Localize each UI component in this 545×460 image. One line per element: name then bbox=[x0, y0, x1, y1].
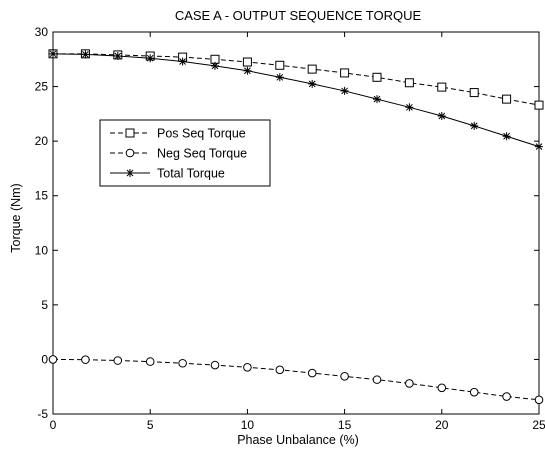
x-tick-label: 15 bbox=[338, 418, 352, 432]
series-1-point bbox=[145, 357, 155, 366]
legend-label-2: Total Torque bbox=[157, 167, 225, 181]
series-2-point bbox=[373, 95, 382, 104]
legend-marker-1 bbox=[125, 148, 135, 158]
series-1-point bbox=[275, 365, 285, 375]
y-axis-label: Torque (Nm) bbox=[9, 183, 23, 252]
series-0-point bbox=[437, 82, 447, 92]
series-2-point bbox=[146, 54, 155, 63]
series-2-point bbox=[243, 66, 252, 75]
series-0-point bbox=[307, 64, 317, 74]
series-0-point bbox=[502, 94, 512, 104]
series-2-point bbox=[437, 112, 446, 121]
series-2-point bbox=[340, 86, 349, 95]
x-tick-label: 5 bbox=[147, 418, 154, 432]
series-0-point bbox=[469, 88, 479, 98]
series-1-point bbox=[340, 372, 349, 381]
x-tick-label: 0 bbox=[50, 418, 57, 432]
series-2-point bbox=[405, 103, 414, 112]
series-2-point bbox=[113, 52, 122, 61]
series-2-point bbox=[178, 57, 187, 66]
series-1-point bbox=[534, 395, 544, 405]
legend-label-1: Neg Seq Torque bbox=[157, 147, 247, 161]
series-1-point bbox=[307, 368, 317, 378]
series-2-point bbox=[275, 73, 284, 82]
series-2-point bbox=[49, 49, 57, 58]
series-0-point bbox=[372, 72, 382, 82]
series-2-point bbox=[210, 61, 219, 70]
series-2-point bbox=[470, 121, 479, 130]
series-1-point bbox=[243, 362, 252, 372]
series-0-point bbox=[534, 100, 544, 110]
series-0-point bbox=[275, 60, 285, 70]
series-2-point bbox=[502, 132, 511, 141]
x-tick-label: 20 bbox=[435, 418, 449, 432]
series-0-point bbox=[242, 57, 252, 67]
series-1-point bbox=[113, 356, 123, 365]
series-1-point bbox=[210, 360, 220, 370]
y-tick-label: 30 bbox=[35, 25, 49, 39]
series-1-point bbox=[437, 383, 447, 393]
series-2-point bbox=[535, 142, 543, 151]
y-tick-label: -5 bbox=[37, 407, 48, 421]
series-1-point bbox=[405, 379, 414, 388]
series-1-point bbox=[178, 358, 187, 368]
series-1-point bbox=[81, 355, 90, 364]
series-line-0 bbox=[53, 53, 540, 106]
series-line-2 bbox=[52, 53, 540, 148]
x-axis-label: Phase Unbalance (%) bbox=[237, 433, 359, 447]
y-tick-label: 10 bbox=[35, 243, 49, 257]
legend-marker-0 bbox=[125, 128, 135, 138]
legend-label-0: Pos Seq Torque bbox=[157, 127, 246, 141]
y-tick-label: 25 bbox=[35, 80, 49, 94]
series-2-point bbox=[308, 79, 317, 88]
y-tick-label: 0 bbox=[41, 352, 48, 366]
plot-frame bbox=[52, 31, 540, 415]
series-1-point bbox=[48, 355, 58, 364]
series-2-point bbox=[81, 50, 90, 59]
y-tick-label: 20 bbox=[35, 134, 49, 148]
y-tick-label: 15 bbox=[35, 189, 49, 203]
y-tick-label: 5 bbox=[41, 298, 48, 312]
series-line-1 bbox=[52, 358, 540, 401]
x-tick-label: 10 bbox=[241, 418, 255, 432]
series-0-point bbox=[404, 78, 414, 88]
series-1-point bbox=[502, 392, 511, 401]
series-1-point bbox=[372, 375, 382, 384]
series-1-point bbox=[469, 387, 479, 397]
chart-title: CASE A - OUTPUT SEQUENCE TORQUE bbox=[175, 8, 422, 23]
x-tick-label: 25 bbox=[532, 418, 545, 432]
legend-marker-2 bbox=[126, 169, 134, 177]
series-0-point bbox=[340, 68, 350, 78]
